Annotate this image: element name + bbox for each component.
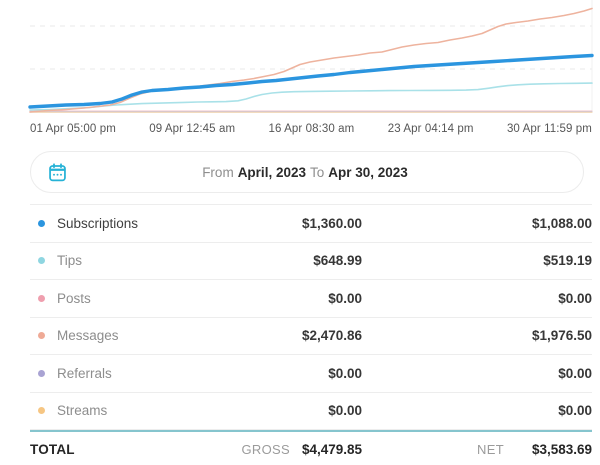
- gross-value: $1,360.00: [301, 215, 362, 231]
- category-label: Posts: [57, 290, 91, 306]
- total-net-value: $3,583.69: [531, 441, 592, 457]
- total-gross-value: $4,479.85: [301, 441, 362, 457]
- earnings-row-streams[interactable]: Streams $0.00 $0.00: [30, 392, 592, 430]
- to-label: To: [309, 164, 325, 180]
- gross-value: $0.00: [328, 290, 362, 306]
- net-value: $0.00: [558, 403, 592, 419]
- total-row: TOTAL GROSS $4,479.85 NET $3,583.69: [30, 430, 592, 465]
- gross-column-label: GROSS: [241, 441, 290, 457]
- date-range-text: From April, 2023 To Apr 30, 2023: [31, 165, 583, 180]
- series-color-dot: [38, 332, 45, 340]
- earnings-row-posts[interactable]: Posts $0.00 $0.00: [30, 280, 592, 318]
- x-axis-label: 23 Apr 04:14 pm: [387, 123, 474, 135]
- gross-value: $2,470.86: [301, 328, 362, 344]
- date-range-picker[interactable]: From April, 2023 To Apr 30, 2023: [30, 151, 584, 193]
- series-color-dot: [38, 294, 45, 302]
- series-color-dot: [38, 219, 45, 227]
- net-value: $0.00: [558, 365, 592, 381]
- series-color-dot: [38, 369, 45, 377]
- x-axis-label: 09 Apr 12:45 am: [149, 123, 236, 135]
- gross-value: $0.00: [328, 365, 362, 381]
- x-axis-label: 01 Apr 05:00 pm: [30, 123, 116, 135]
- category-label: Streams: [57, 403, 108, 419]
- series-color-dot: [38, 407, 45, 415]
- to-value: Apr 30, 2023: [328, 164, 408, 180]
- series-line-tips: [29, 82, 593, 111]
- from-label: From: [202, 164, 234, 180]
- chart-x-axis: 01 Apr 05:00 pm 09 Apr 12:45 am 16 Apr 08:…: [30, 123, 592, 135]
- net-value: $1,088.00: [531, 215, 592, 231]
- earnings-row-messages[interactable]: Messages $2,470.86 $1,976.50: [30, 317, 592, 355]
- category-label: Tips: [57, 253, 83, 269]
- earnings-chart: 01 Apr 05:00 pm 09 Apr 12:45 am 16 Apr 08:…: [0, 0, 600, 135]
- series-line-subscriptions: [28, 53, 594, 109]
- x-axis-label: 16 Apr 08:30 am: [268, 123, 355, 135]
- series-color-dot: [38, 257, 45, 265]
- earnings-row-referrals[interactable]: Referrals $0.00 $0.00: [30, 355, 592, 393]
- category-label: Subscriptions: [57, 215, 139, 231]
- net-column-label: NET: [477, 441, 504, 457]
- from-value: April, 2023: [237, 164, 306, 180]
- earnings-row-tips[interactable]: Tips $648.99 $519.19: [30, 242, 592, 280]
- gross-value: $648.99: [313, 253, 362, 269]
- earnings-chart-canvas: [28, 0, 594, 113]
- earnings-table: Subscriptions $1,360.00 $1,088.00 Tips $…: [30, 204, 592, 465]
- net-value: $519.19: [543, 253, 592, 269]
- earnings-row-subscriptions[interactable]: Subscriptions $1,360.00 $1,088.00: [30, 205, 592, 243]
- net-value: $1,976.50: [531, 328, 592, 344]
- category-label: Messages: [57, 328, 119, 344]
- calendar-icon: [47, 162, 68, 183]
- gross-value: $0.00: [328, 403, 362, 419]
- category-label: Referrals: [57, 365, 112, 381]
- total-label: TOTAL: [30, 441, 75, 457]
- net-value: $0.00: [558, 290, 592, 306]
- x-axis-label: 30 Apr 11:59 pm: [506, 123, 592, 135]
